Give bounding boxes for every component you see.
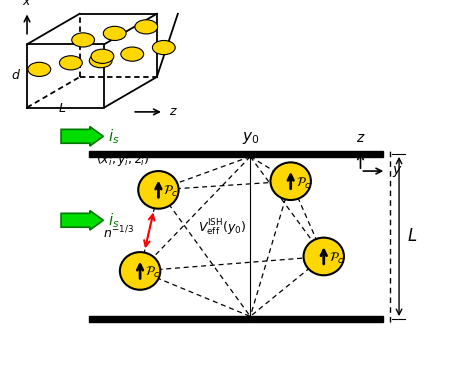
Circle shape bbox=[91, 49, 114, 64]
Text: $\mathcal{P}_c$: $\mathcal{P}_c$ bbox=[145, 265, 160, 280]
FancyBboxPatch shape bbox=[89, 152, 383, 156]
Text: $L$: $L$ bbox=[408, 227, 418, 246]
Text: $d$: $d$ bbox=[11, 68, 21, 82]
Circle shape bbox=[89, 53, 112, 68]
Circle shape bbox=[59, 56, 82, 70]
Circle shape bbox=[121, 47, 144, 61]
Text: $i_s$: $i_s$ bbox=[108, 127, 119, 146]
Text: $\mathcal{P}_c$: $\mathcal{P}_c$ bbox=[329, 251, 344, 266]
Text: $z$: $z$ bbox=[169, 105, 178, 118]
Circle shape bbox=[103, 26, 126, 41]
Circle shape bbox=[72, 33, 94, 47]
Text: $y$: $y$ bbox=[392, 164, 402, 179]
Circle shape bbox=[153, 41, 175, 55]
FancyArrow shape bbox=[61, 211, 103, 230]
Text: $(x_i, y_i, z_i)$: $(x_i, y_i, z_i)$ bbox=[96, 151, 149, 168]
Circle shape bbox=[28, 62, 51, 76]
Ellipse shape bbox=[138, 171, 179, 209]
Text: $V_{\rm eff}^{\rm ISH}(y_0)$: $V_{\rm eff}^{\rm ISH}(y_0)$ bbox=[199, 217, 247, 238]
Ellipse shape bbox=[271, 162, 311, 200]
Ellipse shape bbox=[303, 238, 344, 275]
Text: $x$: $x$ bbox=[22, 0, 32, 8]
Text: $z$: $z$ bbox=[356, 131, 365, 145]
Text: $\mathcal{P}_c$: $\mathcal{P}_c$ bbox=[296, 176, 311, 191]
FancyArrow shape bbox=[61, 127, 103, 146]
Text: $y_0$: $y_0$ bbox=[242, 130, 259, 146]
Text: $\mathcal{P}_c$: $\mathcal{P}_c$ bbox=[164, 184, 179, 199]
Text: $n^{-1/3}$: $n^{-1/3}$ bbox=[103, 225, 135, 242]
Text: $i_s$: $i_s$ bbox=[108, 211, 119, 230]
FancyBboxPatch shape bbox=[89, 316, 383, 321]
Ellipse shape bbox=[120, 252, 160, 290]
Circle shape bbox=[135, 20, 158, 34]
Text: $L$: $L$ bbox=[58, 102, 66, 115]
